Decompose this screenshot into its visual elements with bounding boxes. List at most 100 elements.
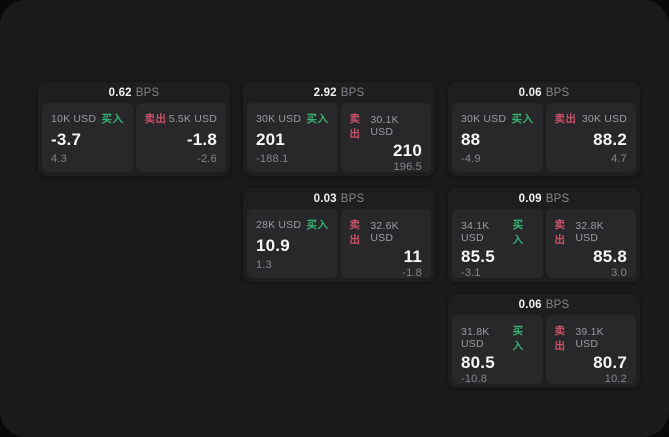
- sell-panel[interactable]: 卖出 32.6K USD 11 -1.8: [340, 209, 431, 279]
- bps-header: 0.06 BPS: [452, 294, 636, 315]
- buy-sub-value: -188.1: [256, 153, 289, 165]
- quote-card: 0.06 BPS 30K USD 买入 88 -4.9 卖出 30K USD: [448, 82, 640, 176]
- sell-side-label: 卖出: [554, 325, 566, 352]
- buy-panel-top: 30K USD 买入: [256, 111, 329, 126]
- sell-amount: 30.1K USD: [370, 114, 399, 138]
- sell-panel-top: 卖出 32.6K USD: [350, 217, 423, 247]
- buy-side-label: 买入: [512, 325, 524, 352]
- buy-panel-top: 31.8K USD 买入: [461, 323, 534, 353]
- buy-sub-value: -3.1: [461, 267, 481, 279]
- bps-value: 0.06: [518, 87, 542, 99]
- bps-value: 0.62: [108, 87, 132, 99]
- sell-sub-value: -1.8: [402, 267, 422, 279]
- bps-unit: BPS: [135, 87, 160, 99]
- quote-card: 0.09 BPS 34.1K USD 买入 85.5 -3.1 卖出 32.8K …: [448, 188, 640, 282]
- bps-value: 0.03: [313, 193, 337, 205]
- buy-price: 10.9: [256, 235, 290, 255]
- buy-panel[interactable]: 34.1K USD 买入 85.5 -3.1: [452, 209, 543, 279]
- buy-sub-value: 4.3: [51, 153, 67, 165]
- buy-panel[interactable]: 31.8K USD 买入 80.5 -10.8: [452, 315, 543, 385]
- bps-value: 0.06: [518, 299, 542, 311]
- sell-panel-top: 卖出 5.5K USD: [145, 111, 218, 126]
- sell-amount: 30K USD: [581, 112, 627, 125]
- buy-sub-value: 1.3: [256, 259, 272, 271]
- quote-body: 30K USD 买入 201 -188.1 卖出 30.1K USD 210 1…: [247, 103, 431, 173]
- buy-panel[interactable]: 30K USD 买入 201 -188.1: [247, 103, 338, 172]
- bps-unit: BPS: [340, 87, 365, 99]
- sell-amount: 32.6K USD: [370, 220, 399, 244]
- quote-card: 2.92 BPS 30K USD 买入 201 -188.1 卖出 30.1K U…: [243, 82, 435, 176]
- sell-panel[interactable]: 卖出 39.1K USD 80.7 10.2: [545, 315, 636, 385]
- buy-sub-value: -10.8: [461, 373, 488, 385]
- buy-side-label: 买入: [511, 113, 534, 125]
- sell-panel-top: 卖出 32.8K USD: [555, 217, 628, 247]
- buy-side-label: 买入: [512, 219, 524, 246]
- buy-panel[interactable]: 28K USD 买入 10.9 1.3: [247, 209, 338, 278]
- buy-amount: 31.8K USD: [461, 326, 490, 350]
- sell-price: 210: [393, 141, 422, 160]
- buy-side-label: 买入: [101, 113, 124, 125]
- sell-side-label: 卖出: [554, 113, 577, 125]
- sell-price: -1.8: [186, 129, 217, 149]
- bps-header: 0.06 BPS: [452, 82, 636, 103]
- buy-price: 88: [461, 129, 481, 149]
- quote-body: 28K USD 买入 10.9 1.3 卖出 32.6K USD 11 -1.8: [247, 209, 431, 279]
- bps-header: 0.03 BPS: [247, 188, 431, 209]
- sell-price: 88.2: [593, 129, 627, 149]
- bps-unit: BPS: [545, 87, 570, 99]
- buy-panel-top: 28K USD 买入: [256, 217, 329, 232]
- buy-amount: 30K USD: [256, 112, 302, 125]
- sell-price: 85.8: [593, 247, 627, 266]
- quote-card: 0.03 BPS 28K USD 买入 10.9 1.3 卖出 32.6K USD: [243, 188, 435, 282]
- quote-body: 34.1K USD 买入 85.5 -3.1 卖出 32.8K USD 85.8…: [452, 209, 636, 279]
- sell-sub-value: 10.2: [604, 373, 627, 385]
- sell-panel[interactable]: 卖出 30.1K USD 210 196.5: [340, 103, 431, 173]
- bps-header: 0.62 BPS: [42, 82, 226, 103]
- bps-header: 2.92 BPS: [247, 82, 431, 103]
- sell-side-label: 卖出: [554, 219, 566, 246]
- sell-panel[interactable]: 卖出 30K USD 88.2 4.7: [545, 103, 636, 172]
- quote-card: 0.62 BPS 10K USD 买入 -3.7 4.3 卖出 5.5K USD: [38, 82, 230, 176]
- buy-amount: 10K USD: [51, 112, 97, 125]
- sell-panel[interactable]: 卖出 5.5K USD -1.8 -2.6: [135, 103, 226, 172]
- sell-amount: 5.5K USD: [168, 112, 217, 125]
- sell-sub-value: 196.5: [393, 161, 422, 173]
- bps-unit: BPS: [545, 299, 570, 311]
- buy-side-label: 买入: [306, 219, 329, 231]
- sell-side-label: 卖出: [144, 113, 167, 125]
- bps-unit: BPS: [545, 193, 570, 205]
- quote-grid: 0.62 BPS 10K USD 买入 -3.7 4.3 卖出 5.5K USD: [38, 82, 640, 388]
- buy-amount: 30K USD: [461, 112, 507, 125]
- sell-price: 11: [403, 247, 422, 266]
- bps-unit: BPS: [340, 193, 365, 205]
- buy-price: -3.7: [51, 129, 82, 149]
- sell-price: 80.7: [593, 353, 627, 372]
- quote-body: 30K USD 买入 88 -4.9 卖出 30K USD 88.2 4.7: [452, 103, 636, 172]
- sell-panel-top: 卖出 39.1K USD: [555, 323, 628, 353]
- sell-side-label: 卖出: [349, 113, 361, 140]
- buy-panel-top: 34.1K USD 买入: [461, 217, 534, 247]
- sell-panel-top: 卖出 30.1K USD: [350, 111, 423, 141]
- buy-sub-value: -4.9: [461, 153, 481, 165]
- buy-price: 80.5: [461, 353, 495, 372]
- buy-panel[interactable]: 10K USD 买入 -3.7 4.3: [42, 103, 133, 172]
- sell-sub-value: 4.7: [611, 153, 627, 165]
- buy-panel-top: 10K USD 买入: [51, 111, 124, 126]
- buy-amount: 28K USD: [256, 218, 302, 231]
- buy-amount: 34.1K USD: [461, 220, 490, 244]
- buy-panel-top: 30K USD 买入: [461, 111, 534, 126]
- buy-panel[interactable]: 30K USD 买入 88 -4.9: [452, 103, 543, 172]
- buy-side-label: 买入: [306, 113, 329, 125]
- sell-amount: 32.8K USD: [575, 220, 604, 244]
- sell-sub-value: -2.6: [197, 153, 217, 165]
- sell-panel-top: 卖出 30K USD: [555, 111, 628, 126]
- buy-price: 201: [256, 129, 285, 149]
- quote-card: 0.06 BPS 31.8K USD 买入 80.5 -10.8 卖出 39.1K…: [448, 294, 640, 388]
- quote-body: 10K USD 买入 -3.7 4.3 卖出 5.5K USD -1.8 -2.…: [42, 103, 226, 172]
- sell-panel[interactable]: 卖出 32.8K USD 85.8 3.0: [545, 209, 636, 279]
- bps-value: 0.09: [518, 193, 542, 205]
- bps-header: 0.09 BPS: [452, 188, 636, 209]
- quote-body: 31.8K USD 买入 80.5 -10.8 卖出 39.1K USD 80.…: [452, 315, 636, 385]
- sell-sub-value: 3.0: [611, 267, 627, 279]
